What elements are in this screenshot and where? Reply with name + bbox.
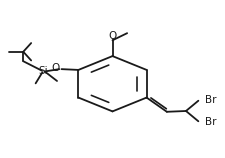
- Text: O: O: [51, 63, 59, 73]
- Text: Si: Si: [38, 67, 48, 76]
- Text: Br: Br: [205, 95, 216, 105]
- Text: O: O: [108, 31, 117, 41]
- Text: Br: Br: [205, 117, 216, 127]
